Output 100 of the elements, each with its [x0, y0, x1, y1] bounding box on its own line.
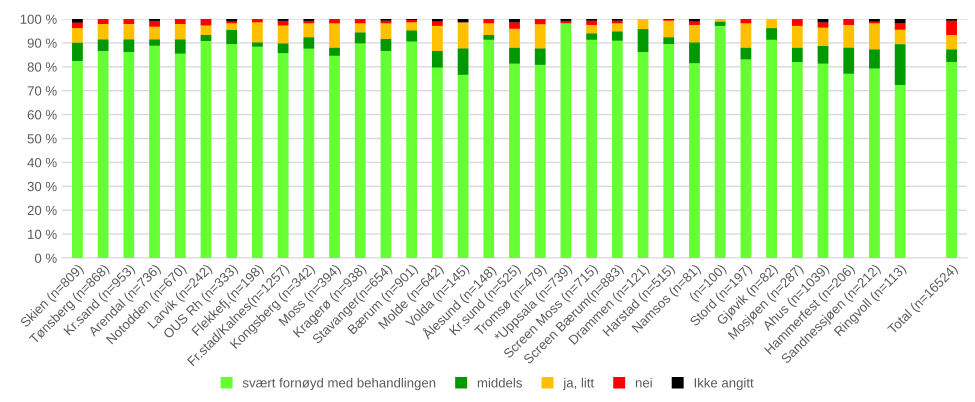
bar [766, 28, 777, 40]
bar [483, 19, 494, 24]
bar [818, 64, 828, 258]
bar [406, 22, 418, 30]
bar [458, 74, 468, 258]
bar [818, 28, 828, 46]
bar [534, 19, 546, 24]
bar [200, 35, 212, 41]
y-tick-label: 70 % [28, 86, 57, 96]
bar [329, 48, 340, 56]
bar [534, 48, 546, 65]
bar [689, 42, 700, 64]
bar [663, 37, 674, 44]
bar [380, 38, 392, 52]
bar [303, 37, 314, 49]
bar [432, 51, 443, 68]
bar [818, 22, 828, 28]
bar [354, 32, 366, 44]
bar [740, 23, 752, 48]
bar [612, 23, 623, 32]
bar [252, 22, 263, 42]
bar [278, 53, 289, 258]
bar [72, 42, 83, 62]
bar [72, 22, 83, 28]
bar [740, 59, 752, 258]
bar [689, 24, 700, 42]
bar [329, 23, 340, 48]
bar [792, 62, 803, 258]
bar [252, 19, 263, 22]
y-tick-label: 60 % [28, 110, 57, 120]
bar [894, 84, 906, 258]
bar [946, 20, 957, 36]
bar [98, 39, 109, 52]
bar [509, 64, 520, 258]
bar [818, 46, 828, 64]
bar [766, 19, 777, 28]
bar [458, 19, 468, 22]
bar [869, 49, 880, 68]
bar [432, 21, 443, 26]
bar [174, 24, 186, 40]
bar [612, 20, 623, 24]
bar [303, 23, 314, 38]
bar [72, 28, 83, 43]
bar [174, 54, 186, 258]
bar [483, 23, 494, 36]
bar [406, 20, 418, 22]
bar [946, 62, 957, 258]
bar [509, 48, 520, 64]
bar [509, 28, 520, 48]
bar [638, 52, 648, 258]
bar [278, 43, 289, 54]
bar [663, 20, 674, 38]
bar [252, 42, 263, 47]
legend-label: middels [478, 378, 522, 388]
bar [714, 19, 726, 22]
legend-label: ja, litt [563, 378, 594, 390]
bar [534, 24, 546, 48]
bar [534, 64, 546, 258]
bar [303, 20, 314, 24]
bar [174, 39, 186, 54]
bar [792, 48, 803, 62]
bar [663, 44, 674, 258]
bar [406, 30, 418, 42]
y-tick-label: 40 % [27, 158, 57, 168]
bar [560, 23, 572, 258]
bar [278, 20, 289, 26]
bar [612, 40, 623, 258]
bar [458, 22, 468, 48]
bar [432, 68, 443, 258]
bar [740, 48, 752, 60]
y-tick-label: 80 % [28, 62, 57, 72]
bar [354, 23, 366, 32]
bar [226, 30, 238, 44]
bar [354, 19, 366, 24]
bar [894, 44, 906, 85]
bar [586, 40, 598, 258]
bar [509, 19, 520, 22]
bar [843, 48, 854, 74]
bar [149, 26, 160, 40]
bar [72, 61, 83, 258]
bar [509, 22, 520, 29]
bar [843, 19, 854, 25]
bar [458, 48, 468, 75]
bar [714, 22, 726, 26]
legend-label: Ikke angitt [694, 378, 754, 390]
y-tick-label: 50 % [28, 134, 57, 144]
bar [843, 74, 854, 258]
bar [483, 35, 494, 40]
bar [638, 29, 648, 52]
bar [689, 21, 700, 25]
bar [123, 52, 134, 258]
bar [149, 46, 160, 258]
bar [586, 20, 598, 25]
bar [200, 40, 212, 258]
bar [98, 24, 109, 40]
bar [869, 19, 880, 22]
bar [252, 46, 263, 258]
bar [714, 26, 726, 258]
bar [354, 43, 366, 258]
bar [226, 23, 238, 30]
